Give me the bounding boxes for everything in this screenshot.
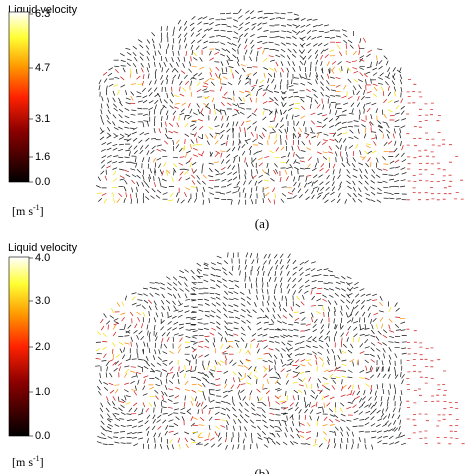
unit-suffix: ] [40, 455, 44, 469]
colorbar-tick-label: 3.0 [35, 295, 50, 307]
unit-exponent: -1 [33, 203, 40, 212]
colorbar-tick-label: 6.3 [35, 8, 50, 20]
vector-arrows [406, 328, 465, 445]
colorbar-tick-label: 4.0 [35, 252, 50, 264]
vector-arrows [96, 8, 407, 205]
colorbar-unit: [m s-1] [12, 203, 44, 218]
unit-suffix: ] [40, 204, 44, 218]
vector-arrows [95, 287, 401, 444]
colorbar-tick-label: 0.0 [35, 430, 50, 442]
vector-arrows [406, 79, 464, 201]
colorbar [8, 11, 30, 183]
colorbar-tick-label: 4.7 [35, 62, 50, 74]
vector-arrows [95, 252, 407, 450]
vector-arrows [112, 301, 406, 449]
unit-prefix: [m s [12, 455, 33, 469]
colorbar-tick-label: 2.0 [35, 341, 50, 353]
panel-caption: (a) [255, 216, 269, 231]
unit-prefix: [m s [12, 204, 33, 218]
vector-arrows [96, 44, 400, 204]
colorbar-tick-label: 0.0 [35, 176, 50, 188]
colorbar-title: Liquid velocity [8, 242, 78, 254]
colorbar-tick-label: 3.1 [35, 113, 50, 125]
colorbar [8, 256, 30, 437]
colorbar-unit: [m s-1] [12, 454, 44, 469]
vector-arrows [116, 48, 389, 203]
vector-arrows [95, 295, 392, 450]
unit-exponent: -1 [33, 454, 40, 463]
panel-caption: (b) [254, 466, 269, 474]
colorbar-tick-label: 1.0 [35, 386, 50, 398]
vector-arrows [101, 37, 404, 205]
colorbar-tick-label: 1.6 [35, 151, 50, 163]
